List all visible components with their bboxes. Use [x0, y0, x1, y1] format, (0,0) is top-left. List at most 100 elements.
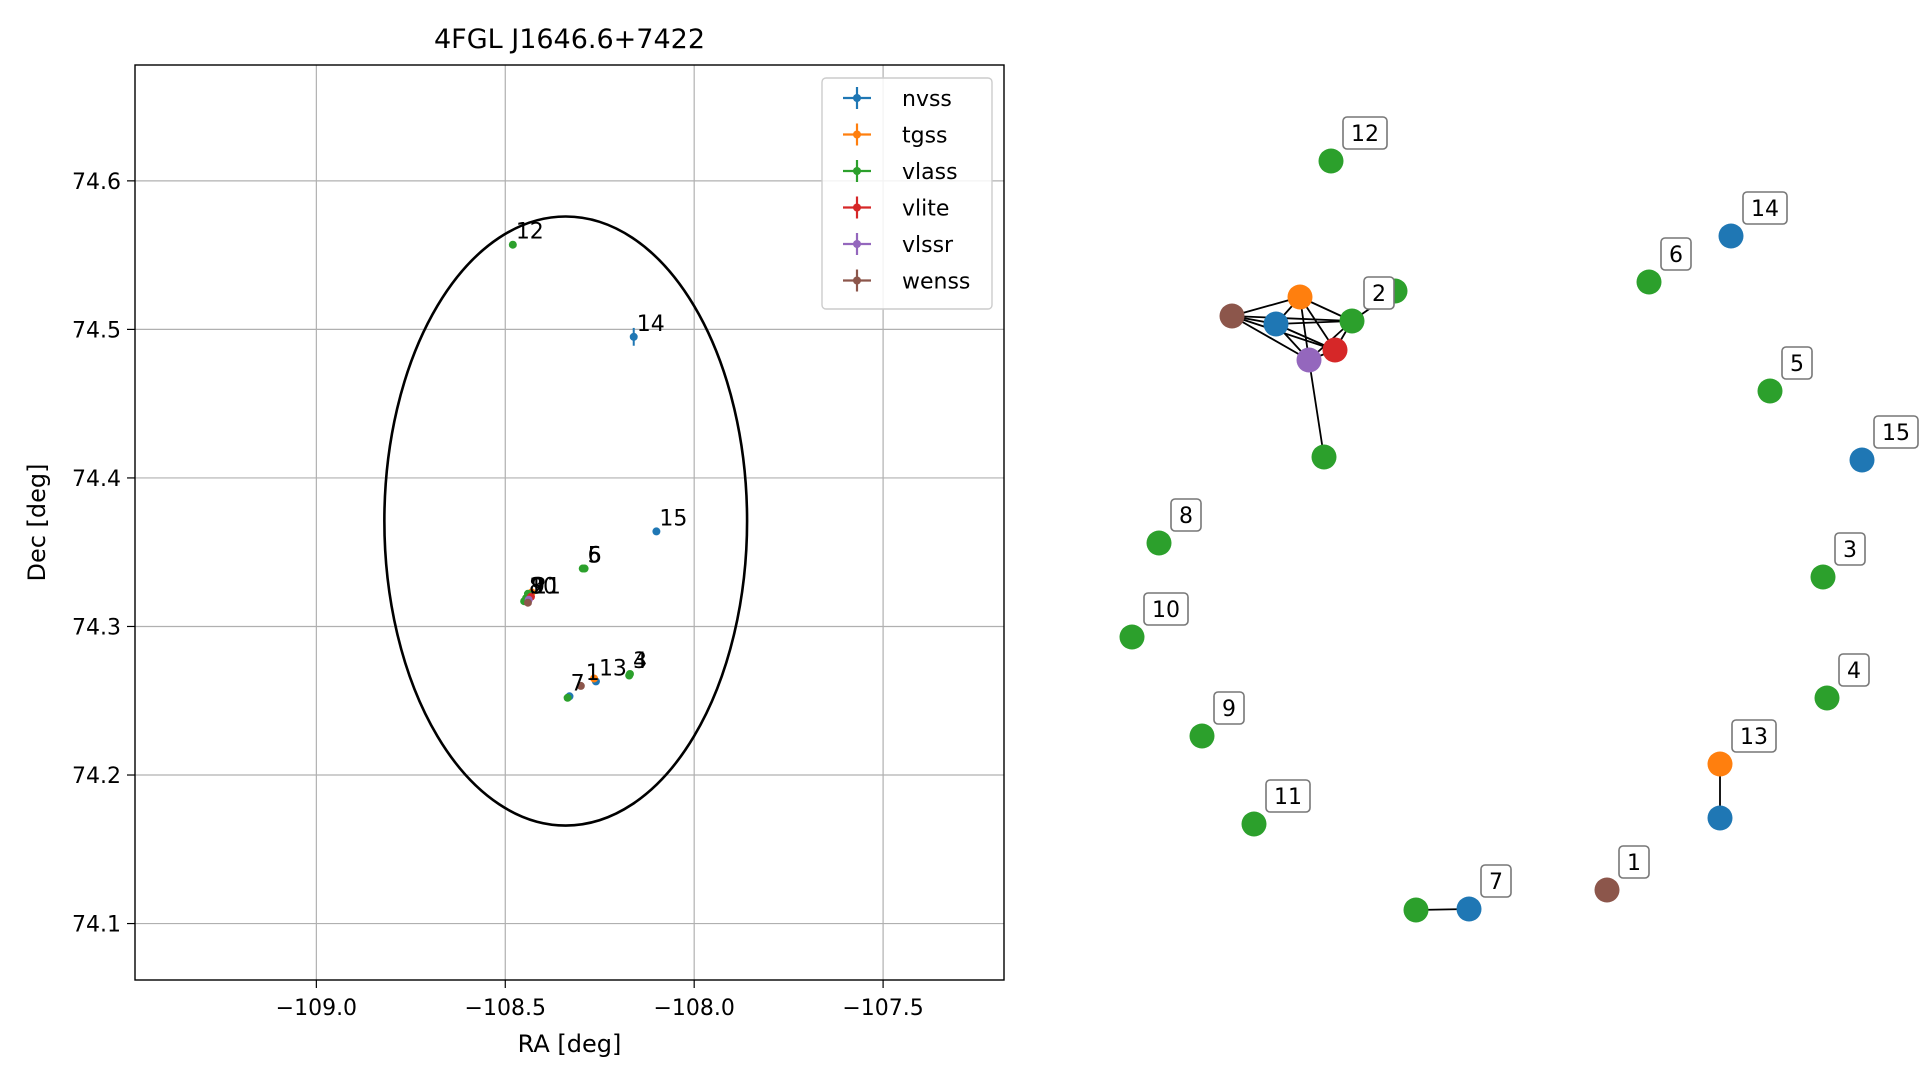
- point-annotation: 2: [533, 575, 547, 600]
- legend-marker-dot: [853, 203, 861, 212]
- point-annotation: 14: [637, 312, 665, 337]
- legend-marker-dot: [853, 130, 861, 139]
- point-annotation: 12: [516, 220, 544, 245]
- network-edge: [1231, 315, 1353, 322]
- network-node-vlass: [1636, 269, 1662, 295]
- point-annotation: 9: [531, 575, 545, 600]
- network-node-vlass: [1814, 685, 1840, 711]
- node-label: 2: [1372, 282, 1386, 307]
- node-label: 5: [1790, 352, 1804, 377]
- node-label-box: [1618, 845, 1650, 879]
- network-node-vlass: [1311, 444, 1337, 470]
- network-edge: [1275, 320, 1353, 325]
- node-label-box: [1781, 346, 1813, 380]
- network-node-tgss: [1287, 284, 1313, 310]
- x-axis-label: RA [deg]: [518, 1030, 622, 1058]
- node-label-box: [1838, 653, 1870, 687]
- network-node-vlass: [1318, 148, 1344, 174]
- network-edge: [1308, 359, 1325, 458]
- data-point-wenss: [523, 598, 532, 607]
- network-node-vlass: [1119, 624, 1145, 650]
- y-tick-layer: 74.1 74.2 74.3 74.4 74.5 74.6: [72, 170, 135, 938]
- node-label-box: [1480, 864, 1512, 898]
- y-tick-label: 74.6: [72, 170, 121, 195]
- node-label-box: [1170, 498, 1202, 532]
- network-node-vlssr: [1296, 347, 1322, 373]
- data-point-vlass: [563, 693, 572, 702]
- point-annotation: 7: [571, 671, 585, 696]
- network-node-wenss: [1594, 877, 1620, 903]
- data-point-vlass: [578, 564, 587, 573]
- y-tick-label: 74.4: [72, 467, 121, 492]
- node-label-box: [1213, 691, 1245, 725]
- x-tick-label: −108.0: [653, 996, 734, 1021]
- data-point-nvss: [629, 332, 638, 341]
- y-tick-label: 74.2: [72, 764, 121, 789]
- legend-label-wenss: wenss: [902, 270, 970, 295]
- node-label: 9: [1222, 697, 1236, 722]
- points-layer: [508, 240, 661, 702]
- network-node-vlass: [1403, 897, 1429, 923]
- network-edge: [1231, 315, 1310, 361]
- y-tick-label: 74.3: [72, 615, 121, 640]
- point-annotation: 15: [659, 506, 687, 531]
- y-axis-label: Dec [deg]: [23, 463, 51, 581]
- node-label: 13: [1740, 725, 1768, 750]
- node-label-box: [1660, 237, 1692, 271]
- point-annotation: 5: [588, 544, 602, 569]
- node-label-box: [1834, 532, 1866, 566]
- x-tick-layer: −109.0 −108.5 −108.0 −107.5: [276, 980, 924, 1021]
- node-label-box: [1342, 116, 1388, 150]
- data-point-vlass: [625, 671, 634, 680]
- legend-label-vlite: vlite: [902, 197, 949, 222]
- node-label: 3: [1843, 538, 1857, 563]
- legend-marker-dot: [853, 240, 861, 248]
- node-label: 11: [1274, 785, 1302, 810]
- node-label-box: [1731, 719, 1777, 753]
- legend-label-tgss: tgss: [902, 124, 948, 149]
- point-annotation: 6: [588, 544, 602, 569]
- localization-ellipse: [383, 215, 749, 827]
- plot-frame: [134, 64, 1005, 981]
- network-node-vlass: [1810, 564, 1836, 590]
- legend-marker-dot: [853, 167, 861, 175]
- data-point-vlass: [508, 240, 517, 249]
- network-node-vlass: [1339, 308, 1365, 334]
- node-label: 14: [1751, 197, 1779, 222]
- node-label: 8: [1179, 504, 1193, 529]
- network-node-wenss: [1219, 303, 1245, 329]
- legend-marker-dot: [853, 276, 861, 285]
- node-label: 12: [1351, 122, 1379, 147]
- node-label-box: [1742, 191, 1788, 225]
- legend: nvss tgss vlass vlite vlssr wenss: [821, 77, 993, 310]
- node-label-box: [1143, 592, 1189, 626]
- network-node-vlass: [1757, 378, 1783, 404]
- node-label-box: [1265, 779, 1311, 813]
- data-point-tgss: [590, 674, 599, 683]
- node-layer: [1119, 148, 1875, 923]
- network-node-nvss: [1718, 223, 1744, 249]
- node-label: 6: [1669, 243, 1683, 268]
- data-point-wenss: [576, 681, 585, 690]
- x-tick-label: −108.5: [465, 996, 546, 1021]
- network-node-nvss: [1707, 805, 1733, 831]
- node-label: 10: [1152, 598, 1180, 623]
- legend-marker-dot: [853, 94, 861, 102]
- network-node-vlass: [1189, 723, 1215, 749]
- y-tick-label: 74.1: [72, 913, 121, 938]
- node-label: 7: [1489, 870, 1503, 895]
- network-node-tgss: [1707, 751, 1733, 777]
- point-annotation: 8: [529, 575, 543, 600]
- legend-label-nvss: nvss: [902, 87, 952, 112]
- network-node-nvss: [1263, 311, 1289, 337]
- x-tick-label: −107.5: [842, 996, 923, 1021]
- network-node-nvss: [1849, 447, 1875, 473]
- node-label: 15: [1882, 421, 1910, 446]
- x-tick-label: −109.0: [276, 996, 357, 1021]
- point-annotation: 3: [633, 649, 647, 674]
